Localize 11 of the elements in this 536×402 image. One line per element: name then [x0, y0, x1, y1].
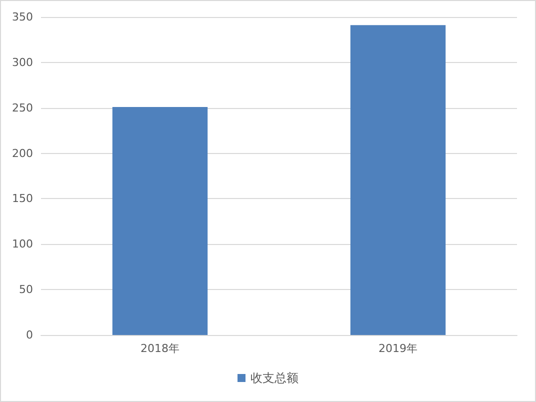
legend-label: 收支总额	[250, 371, 298, 385]
y-tick-label: 250	[12, 101, 33, 114]
y-tick-label: 50	[19, 283, 33, 296]
y-tick-label: 100	[12, 238, 33, 251]
y-tick-label: 150	[12, 192, 33, 206]
y-tick-label: 0	[26, 328, 33, 342]
x-tick-label: 2018年	[140, 342, 180, 355]
y-tick-label: 300	[12, 56, 33, 69]
x-tick-label: 2019年	[378, 342, 418, 355]
y-tick-label: 200	[12, 146, 33, 160]
y-tick-label: 350	[12, 10, 33, 24]
